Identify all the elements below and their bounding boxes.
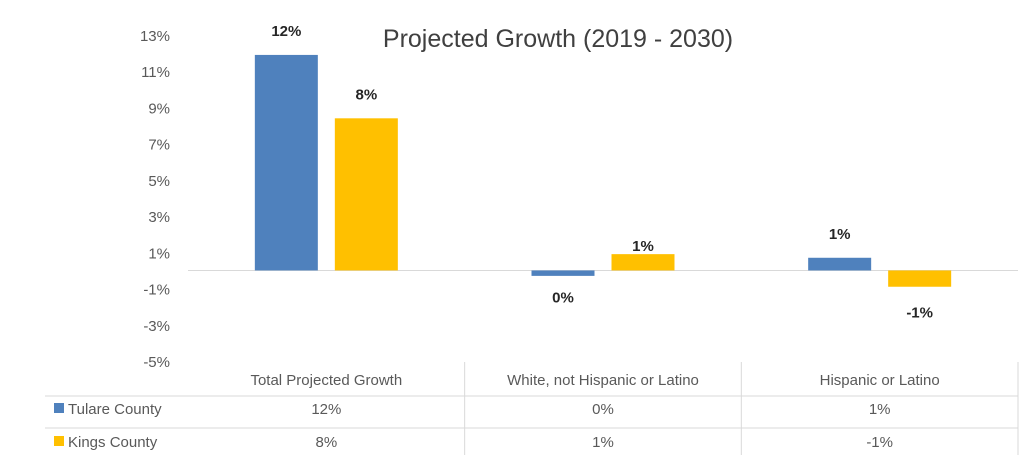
- data-table: Total Projected Growth White, not Hispani…: [45, 362, 1019, 455]
- data-labels: 12% 8% 0% 1% 1% -1%: [271, 23, 933, 322]
- table-value: 0%: [592, 401, 614, 418]
- table-value: 12%: [311, 401, 341, 418]
- y-tick-label: 13%: [140, 28, 170, 45]
- y-tick-label: 1%: [148, 245, 170, 262]
- y-tick-label: -3%: [143, 318, 170, 335]
- table-value: 1%: [869, 401, 891, 418]
- y-tick-label: 5%: [148, 173, 170, 190]
- table-value: -1%: [866, 434, 893, 451]
- data-label: 12%: [271, 23, 301, 40]
- y-axis: 13% 11% 9% 7% 5% 3% 1% -1% -3% -5%: [140, 28, 170, 371]
- data-label: 8%: [355, 86, 377, 103]
- category-label: White, not Hispanic or Latino: [507, 372, 699, 389]
- bar-tulare-county: [808, 257, 872, 271]
- category-label: Total Projected Growth: [250, 372, 402, 389]
- y-tick-label: -5%: [143, 354, 170, 371]
- y-tick-label: 7%: [148, 137, 170, 154]
- y-tick-label: 3%: [148, 209, 170, 226]
- bar-kings-county: [888, 270, 952, 287]
- data-label: 1%: [829, 226, 851, 243]
- bars: [254, 54, 952, 287]
- legend-series-name: Kings County: [68, 434, 158, 451]
- data-label: 0%: [552, 289, 574, 306]
- bar-tulare-county: [531, 270, 595, 276]
- bar-kings-county: [611, 254, 675, 271]
- y-tick-label: 9%: [148, 100, 170, 117]
- bar-tulare-county: [254, 54, 318, 271]
- category-label: Hispanic or Latino: [820, 372, 940, 389]
- chart-title: Projected Growth (2019 - 2030): [383, 25, 733, 53]
- data-label: 1%: [632, 238, 654, 255]
- legend-key: [54, 436, 64, 446]
- table-value: 1%: [592, 434, 614, 451]
- y-tick-label: 11%: [141, 64, 170, 81]
- table-value: 8%: [315, 434, 337, 451]
- data-label: -1%: [906, 305, 933, 322]
- legend-series-name: Tulare County: [68, 401, 162, 418]
- bar-kings-county: [334, 118, 398, 271]
- legend-key: [54, 403, 64, 413]
- y-tick-label: -1%: [143, 282, 170, 299]
